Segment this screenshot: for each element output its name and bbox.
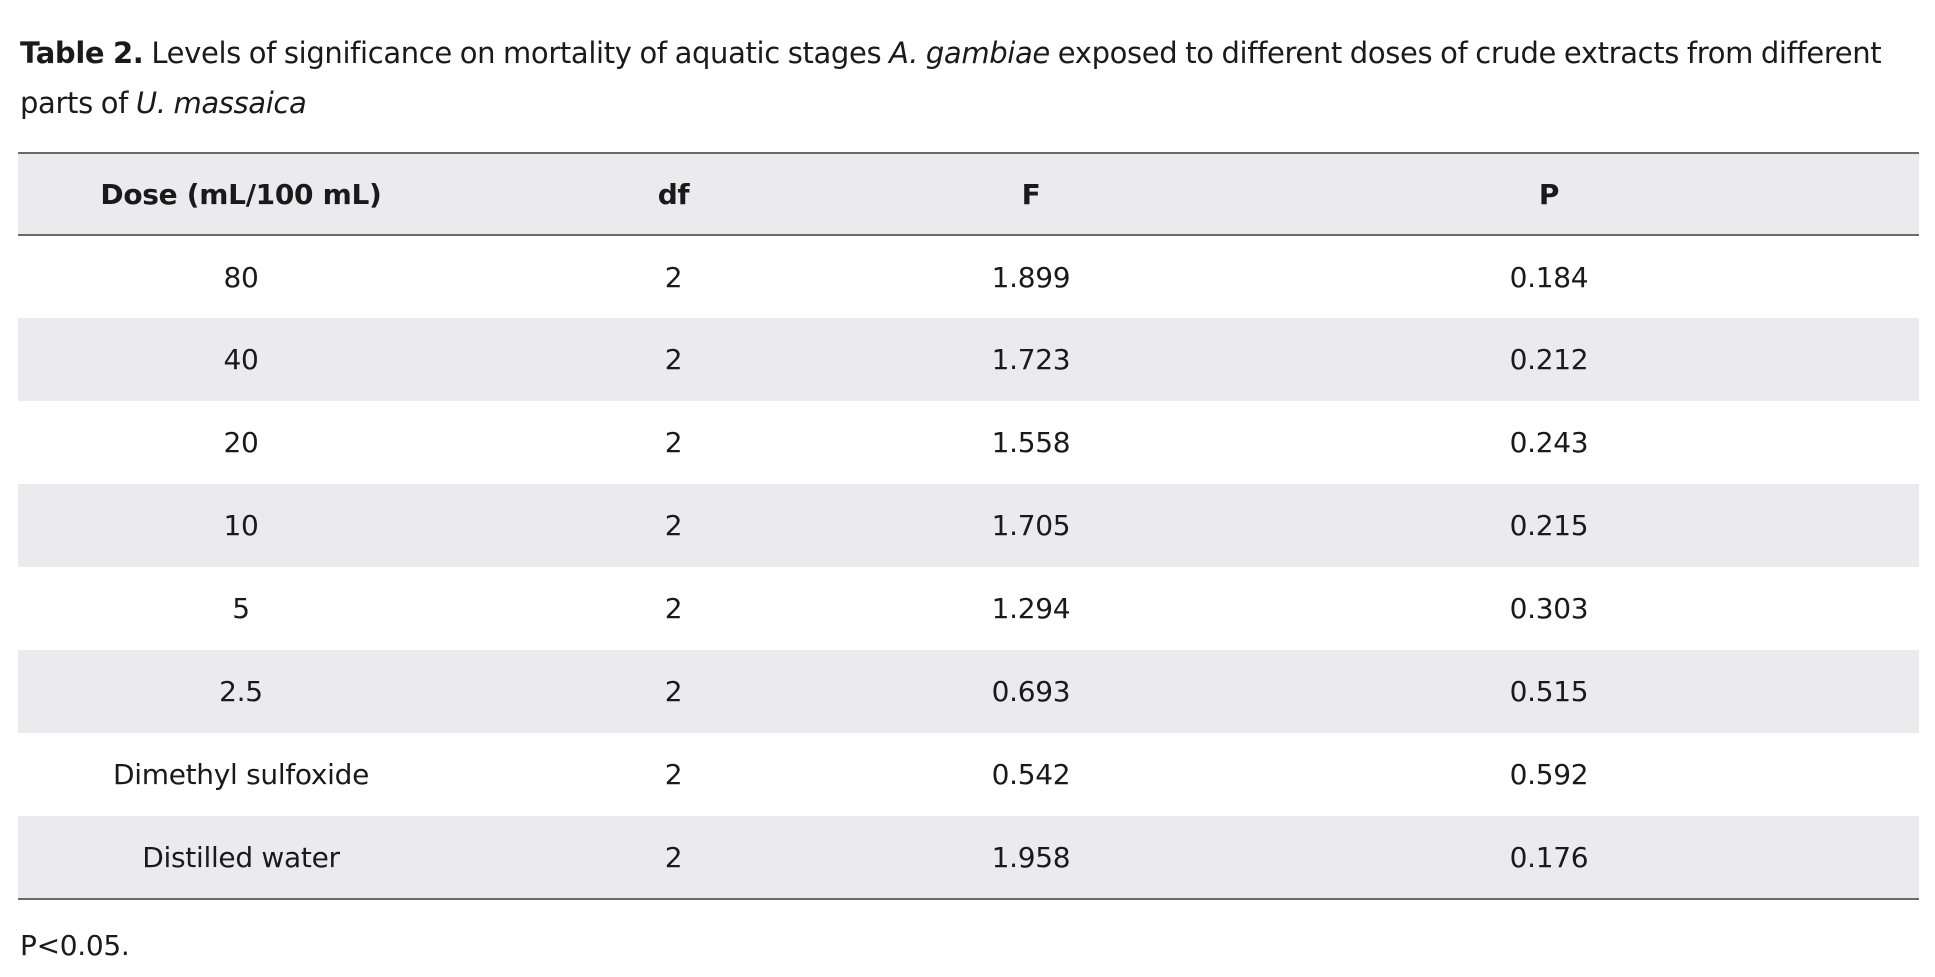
caption-species-2: U. massaica <box>135 86 307 120</box>
cell-df: 2 <box>664 592 683 625</box>
cell-p: 0.515 <box>1509 675 1589 708</box>
cell-df: 2 <box>664 260 683 294</box>
cell-f: 1.294 <box>991 592 1071 625</box>
header-row: Dose (mL/100 mL) df F P <box>18 152 1919 236</box>
cell-p: 0.303 <box>1509 592 1589 625</box>
cell-dose: 5 <box>232 592 250 625</box>
cell-df: 2 <box>464 816 883 900</box>
table-row: 40 2 1.723 0.212 <box>18 318 1919 401</box>
cell-f: 1.558 <box>991 426 1071 459</box>
cell-df: 2 <box>664 509 683 542</box>
significance-table: Dose (mL/100 mL) df F P 80 2 1.899 0.184… <box>18 152 1919 900</box>
table-caption: Table 2. Levels of significance on morta… <box>20 28 1920 128</box>
table-body: 80 2 1.899 0.184 40 2 1.723 0.212 20 2 1… <box>18 235 1919 900</box>
header-f: F <box>883 152 1179 236</box>
cell-f: 0.693 <box>991 675 1071 708</box>
cell-p: 0.592 <box>1509 758 1589 791</box>
table-row: Distilled water 2 1.958 0.176 <box>18 816 1919 900</box>
cell-p: 0.176 <box>1179 816 1919 900</box>
caption-label: Table 2. <box>20 36 144 70</box>
table-row: 2.5 2 0.693 0.515 <box>18 650 1919 733</box>
header-df: df <box>464 152 883 236</box>
cell-f: 1.723 <box>991 343 1071 376</box>
table-row: 20 2 1.558 0.243 <box>18 401 1919 484</box>
cell-p: 0.243 <box>1509 426 1589 459</box>
cell-df: 2 <box>664 675 683 708</box>
cell-dose: Dimethyl sulfoxide <box>112 758 369 791</box>
cell-df: 2 <box>664 343 683 376</box>
caption-text-1: Levels of significance on mortality of a… <box>151 36 882 70</box>
cell-f: 1.899 <box>991 260 1071 294</box>
caption-species-1: A. gambiae <box>889 36 1050 70</box>
table-row: 80 2 1.899 0.184 <box>18 235 1919 318</box>
table-header: Dose (mL/100 mL) df F P <box>18 152 1919 236</box>
table-row: 5 2 1.294 0.303 <box>18 567 1919 650</box>
cell-dose: 2.5 <box>219 675 263 708</box>
cell-p: 0.212 <box>1509 343 1589 376</box>
cell-f: 0.542 <box>991 758 1071 791</box>
table-footnote: P<0.05. <box>20 929 130 962</box>
table-row: 10 2 1.705 0.215 <box>18 484 1919 567</box>
cell-dose: 80 <box>223 260 259 294</box>
header-p: P <box>1179 152 1919 236</box>
cell-p: 0.184 <box>1509 260 1589 294</box>
cell-dose: 10 <box>223 509 259 542</box>
table-row: Dimethyl sulfoxide 2 0.542 0.592 <box>18 733 1919 816</box>
cell-dose: 40 <box>223 343 259 376</box>
cell-f: 1.705 <box>991 509 1071 542</box>
cell-dose: 20 <box>223 426 259 459</box>
caption-text-2: exposed to different doses of crude extr… <box>20 36 1882 120</box>
cell-dose: Distilled water <box>18 816 464 900</box>
cell-df: 2 <box>664 426 683 459</box>
cell-f: 1.958 <box>883 816 1179 900</box>
header-dose: Dose (mL/100 mL) <box>18 152 464 236</box>
cell-p: 0.215 <box>1509 509 1589 542</box>
cell-df: 2 <box>664 758 683 791</box>
